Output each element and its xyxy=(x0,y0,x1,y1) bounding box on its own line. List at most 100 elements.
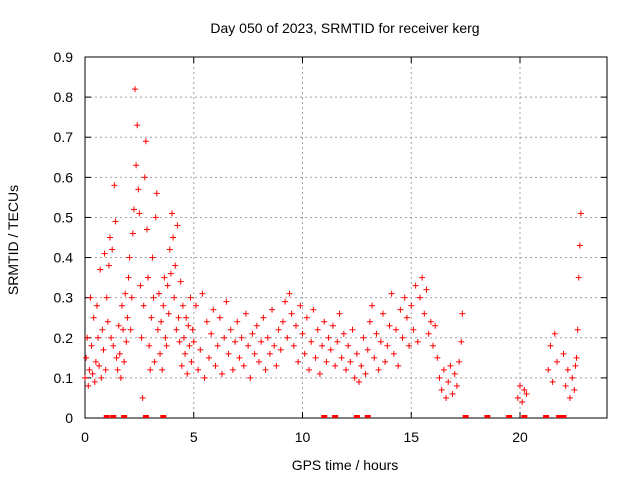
data-point xyxy=(180,334,187,341)
data-point xyxy=(125,274,132,281)
data-point xyxy=(286,290,293,297)
data-point xyxy=(574,326,581,333)
data-point xyxy=(240,362,247,369)
data-point xyxy=(458,338,465,345)
data-point xyxy=(401,294,408,301)
data-point xyxy=(150,294,157,301)
data-point xyxy=(151,358,158,365)
data-point xyxy=(338,354,345,361)
data-point xyxy=(138,334,145,341)
data-point xyxy=(456,358,463,365)
data-point xyxy=(116,350,123,357)
data-point xyxy=(447,362,454,369)
data-point xyxy=(453,382,460,389)
data-point xyxy=(234,318,241,325)
data-point xyxy=(152,214,159,221)
data-point xyxy=(312,354,319,361)
data-point xyxy=(136,210,143,217)
data-point xyxy=(251,350,258,357)
data-point xyxy=(523,390,530,397)
data-point xyxy=(90,314,97,321)
zero-marker xyxy=(103,415,110,418)
data-point xyxy=(171,294,178,301)
data-point xyxy=(242,310,249,317)
zero-marker xyxy=(353,415,360,418)
zero-marker xyxy=(121,415,128,418)
y-tick-label: 0.1 xyxy=(54,370,74,386)
data-point xyxy=(262,366,269,373)
data-point xyxy=(423,286,430,293)
data-point xyxy=(132,86,139,93)
data-point xyxy=(334,338,341,345)
data-point xyxy=(569,374,576,381)
data-point xyxy=(371,354,378,361)
data-point xyxy=(195,366,202,373)
data-point xyxy=(360,334,367,341)
data-point xyxy=(188,358,195,365)
data-point xyxy=(167,270,174,277)
x-tick-label: 5 xyxy=(190,429,198,445)
data-point xyxy=(203,318,210,325)
data-point xyxy=(143,226,150,233)
data-point xyxy=(99,326,106,333)
data-point xyxy=(306,366,313,373)
data-point xyxy=(105,262,112,269)
data-point xyxy=(205,354,212,361)
data-point xyxy=(114,366,121,373)
data-point xyxy=(514,394,521,401)
data-point xyxy=(576,242,583,249)
data-point xyxy=(353,350,360,357)
data-point xyxy=(155,290,162,297)
data-point xyxy=(412,282,419,289)
data-point xyxy=(316,370,323,377)
data-point xyxy=(139,394,146,401)
data-point xyxy=(577,210,584,217)
data-point xyxy=(146,342,153,349)
data-point xyxy=(347,358,354,365)
data-point xyxy=(163,342,170,349)
y-tick-labels: 0 0.1 0.2 0.3 0.4 0.5 0.6 0.7 0.8 0.9 xyxy=(54,49,74,426)
data-point xyxy=(221,334,228,341)
data-point xyxy=(564,366,571,373)
y-tick-label: 0.6 xyxy=(54,169,74,185)
zero-marker xyxy=(321,415,328,418)
data-point xyxy=(179,302,186,309)
data-point xyxy=(95,334,102,341)
data-point xyxy=(395,362,402,369)
data-point xyxy=(562,382,569,389)
data-point xyxy=(133,162,140,169)
data-point xyxy=(364,346,371,353)
data-point xyxy=(266,350,273,357)
data-point xyxy=(373,330,380,337)
data-point xyxy=(199,290,206,297)
data-point xyxy=(282,298,289,305)
data-point xyxy=(545,366,552,373)
data-point xyxy=(170,234,177,241)
data-point xyxy=(159,366,166,373)
data-point xyxy=(210,306,217,313)
data-point xyxy=(419,274,426,281)
data-point xyxy=(219,370,226,377)
zero-marker xyxy=(556,415,563,418)
data-point xyxy=(137,282,144,289)
data-point xyxy=(421,310,428,317)
data-point xyxy=(118,302,125,309)
data-point xyxy=(358,362,365,369)
plot-frame xyxy=(84,56,608,419)
data-point xyxy=(301,350,308,357)
data-point xyxy=(288,310,295,317)
data-point xyxy=(122,290,129,297)
x-tick-label: 15 xyxy=(403,429,419,445)
data-point xyxy=(134,122,141,129)
zero-marker xyxy=(560,415,567,418)
data-point xyxy=(169,210,175,217)
data-point xyxy=(182,350,189,357)
data-point xyxy=(164,282,171,289)
data-point xyxy=(100,346,107,353)
data-point xyxy=(107,234,114,241)
data-point xyxy=(245,342,252,349)
data-point xyxy=(216,314,223,321)
data-point xyxy=(432,322,439,329)
data-point xyxy=(89,370,96,377)
